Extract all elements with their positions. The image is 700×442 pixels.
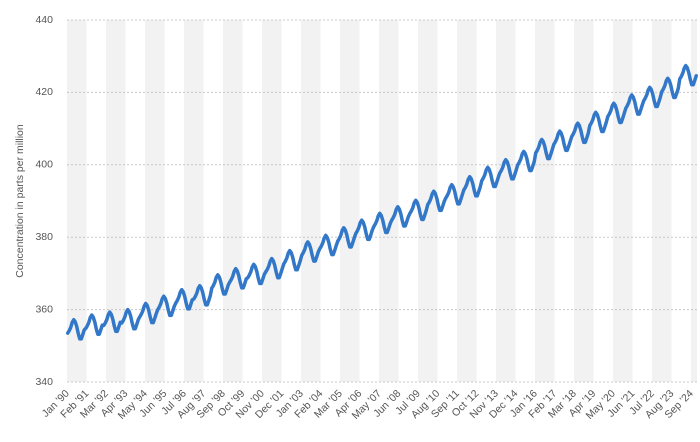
stripe bbox=[223, 20, 243, 382]
data-line bbox=[66, 63, 698, 341]
y-tick-label: 340 bbox=[35, 376, 53, 388]
y-tick-label: 400 bbox=[35, 159, 53, 171]
y-tick-label: 420 bbox=[35, 86, 53, 98]
stripe bbox=[574, 20, 594, 382]
stripe bbox=[457, 20, 477, 382]
stripe bbox=[262, 20, 282, 382]
y-tick-label: 360 bbox=[35, 303, 53, 315]
stripe bbox=[340, 20, 360, 382]
stripe bbox=[106, 20, 126, 382]
stripe bbox=[184, 20, 204, 382]
stripe bbox=[613, 20, 633, 382]
stripe bbox=[418, 20, 438, 382]
stripe bbox=[301, 20, 321, 382]
stripe bbox=[691, 20, 697, 382]
y-axis-title: Concentration in parts per million bbox=[14, 124, 26, 278]
stripe bbox=[145, 20, 165, 382]
stripe bbox=[652, 20, 672, 382]
stripe bbox=[496, 20, 516, 382]
stripe bbox=[379, 20, 399, 382]
y-tick-label: 440 bbox=[35, 14, 53, 26]
stripe bbox=[67, 20, 87, 382]
stripe bbox=[535, 20, 555, 382]
y-tick-label: 380 bbox=[35, 231, 53, 243]
plot-background bbox=[67, 20, 697, 382]
